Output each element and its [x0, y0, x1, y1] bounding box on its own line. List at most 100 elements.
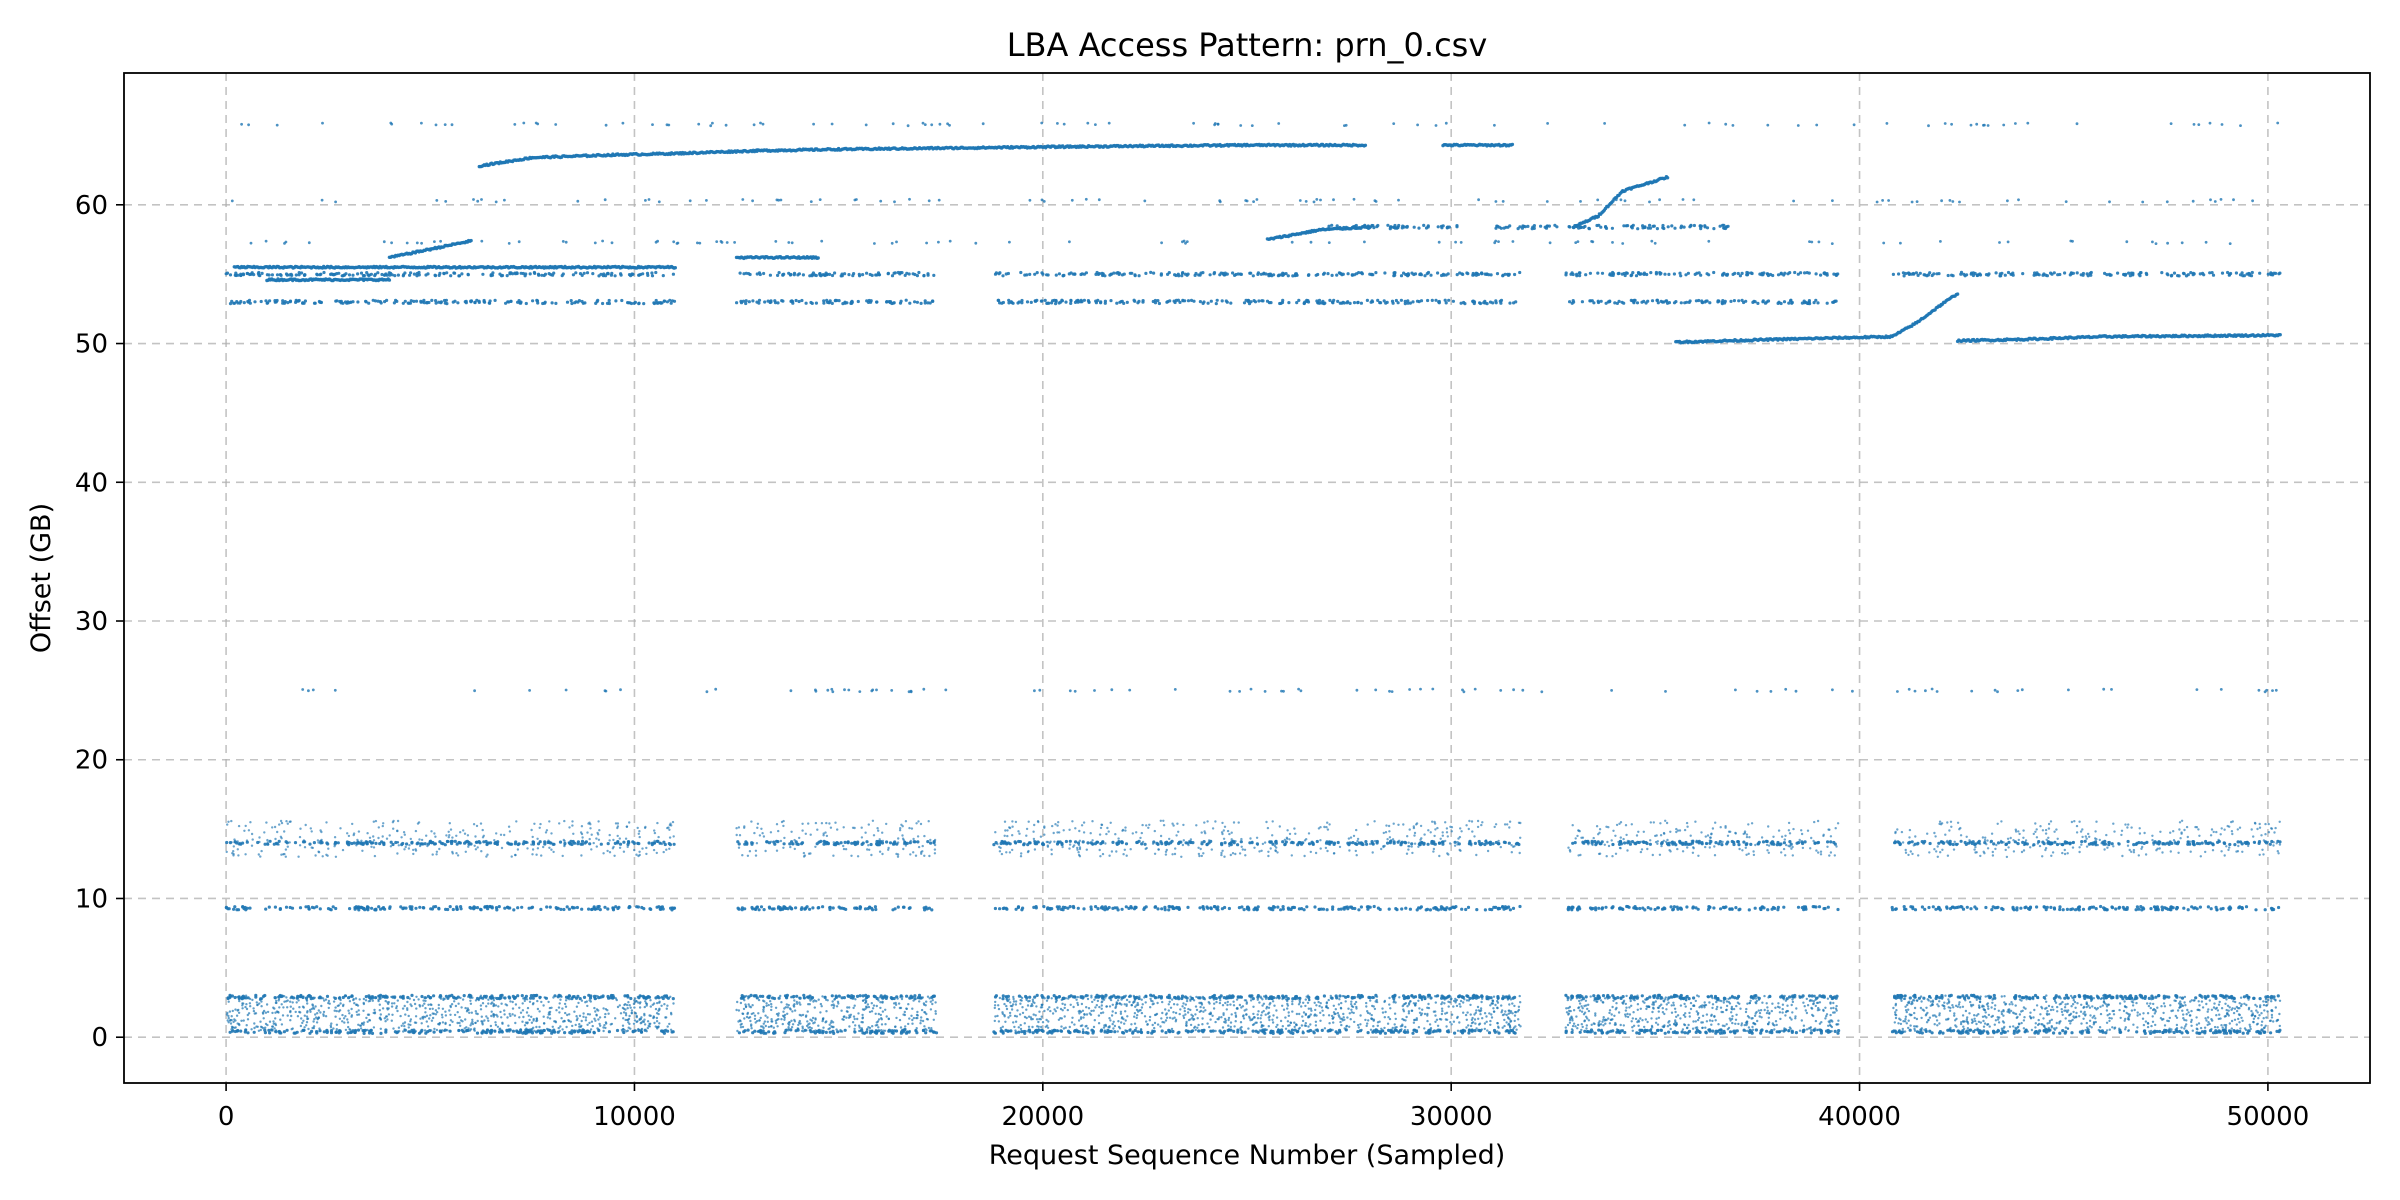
data-point-4763 — [2152, 1002, 2155, 1006]
data-point-137 — [337, 1029, 341, 1033]
data-point-3580 — [1144, 994, 1148, 998]
data-point-4767 — [1970, 1018, 1974, 1021]
data-point-855 — [923, 1011, 926, 1014]
data-point-3134 — [367, 1000, 370, 1003]
data-point-3814 — [1412, 1021, 1416, 1024]
data-point-2871 — [357, 1013, 361, 1016]
data-point-1402 — [1293, 1021, 1296, 1024]
data-point-4660 — [2157, 994, 2161, 998]
data-point-4025 — [1161, 1011, 1164, 1015]
data-point-4968 — [2249, 1025, 2252, 1029]
data-point-1370 — [1503, 1024, 1506, 1028]
data-point-1459 — [1348, 1012, 1352, 1015]
data-point-1132 — [1112, 1027, 1115, 1030]
data-point-3392 — [880, 1017, 883, 1020]
data-point-2776 — [519, 1011, 523, 1014]
data-point-3214 — [866, 994, 870, 999]
data-point-666 — [813, 1031, 818, 1035]
data-point-1012 — [1073, 1029, 1077, 1033]
data-point-2381 — [2047, 1026, 2050, 1030]
data-point-303 — [542, 1004, 545, 1007]
data-point-1769 — [1753, 1014, 1757, 1017]
data-point-2225 — [1960, 1021, 1963, 1024]
data-point-4389 — [1628, 1013, 1632, 1016]
data-point-2897 — [577, 1001, 580, 1005]
data-point-1117 — [1114, 1011, 1118, 1015]
data-point-1879 — [1817, 1006, 1820, 1010]
data-point-2499 — [1905, 1010, 1909, 1014]
data-point-3476 — [1222, 996, 1226, 1000]
data-point-982 — [1218, 1029, 1222, 1033]
data-point-255 — [412, 998, 416, 1002]
data-point-4360 — [1695, 1026, 1699, 1029]
data-point-509 — [326, 1030, 330, 1033]
data-point-494 — [514, 1003, 518, 1006]
data-point-1403 — [1069, 1003, 1072, 1006]
data-point-2102 — [2233, 1030, 2237, 1034]
data-point-3130 — [306, 1011, 309, 1014]
data-point-4260 — [1835, 994, 1839, 998]
data-point-1714 — [1697, 1029, 1701, 1034]
data-point-3135 — [597, 1018, 600, 1021]
data-point-1373 — [1130, 1023, 1133, 1026]
data-point-3908 — [1085, 1013, 1089, 1016]
data-point-3646 — [1112, 994, 1116, 998]
data-point-4491 — [1583, 1020, 1586, 1023]
data-point-1686 — [1809, 1031, 1813, 1035]
data-point-1223 — [1511, 1012, 1514, 1015]
data-point-4967 — [2185, 1019, 2188, 1022]
data-point-2974 — [643, 1023, 647, 1026]
data-point-3072 — [610, 1022, 614, 1026]
data-point-3138 — [336, 1004, 339, 1008]
data-point-3981 — [1236, 1006, 1239, 1010]
data-point-1915 — [1578, 1002, 1582, 1005]
data-point-3362 — [832, 1003, 835, 1006]
data-point-4151 — [1414, 1004, 1417, 1007]
data-point-589 — [449, 1013, 452, 1016]
data-point-2546 — [1908, 1013, 1911, 1016]
data-point-147 — [329, 1031, 334, 1035]
data-point-4548 — [1615, 1002, 1618, 1005]
data-point-4330 — [1802, 1024, 1806, 1027]
data-point-532 — [353, 1002, 356, 1005]
data-point-334 — [332, 1027, 335, 1030]
data-point-4945 — [1949, 995, 1952, 998]
data-point-1164 — [1153, 1021, 1157, 1025]
data-point-2494 — [2111, 1026, 2114, 1029]
data-point-4281 — [1674, 994, 1678, 998]
data-point-2481 — [1897, 1022, 1900, 1025]
data-point-4323 — [1687, 1023, 1690, 1027]
data-point-4327 — [1701, 1021, 1705, 1024]
data-point-1990 — [1592, 1022, 1596, 1025]
data-point-4085 — [1208, 1025, 1211, 1029]
data-point-1453 — [1194, 1013, 1197, 1016]
data-point-4039 — [1241, 1029, 1244, 1033]
data-point-405 — [603, 1015, 607, 1019]
data-point-1303 — [1145, 1020, 1148, 1023]
data-point-1623 — [1359, 1023, 1362, 1026]
data-point-2112 — [2225, 1031, 2229, 1035]
data-point-211 — [387, 1013, 391, 1016]
data-point-2336 — [2169, 1004, 2172, 1007]
data-point-2559 — [529, 994, 534, 998]
data-point-4054 — [1455, 1004, 1459, 1008]
data-point-2149 — [2033, 1031, 2037, 1035]
data-point-3826 — [1174, 995, 1177, 999]
data-point-4559 — [1695, 1010, 1699, 1013]
data-point-2484 — [2207, 1021, 2210, 1024]
data-point-2852 — [597, 1009, 600, 1012]
data-point-3399 — [877, 1012, 880, 1016]
data-point-4486 — [1624, 1009, 1628, 1012]
data-point-4576 — [2276, 994, 2280, 998]
data-point-1673 — [1748, 1030, 1752, 1034]
data-point-3050 — [364, 999, 368, 1002]
data-point-4793 — [2012, 1025, 2015, 1028]
data-point-2849 — [431, 1007, 434, 1010]
data-point-2993 — [543, 996, 546, 999]
data-point-4772 — [2092, 1021, 2096, 1024]
data-point-4371 — [1567, 1012, 1571, 1015]
data-point-2542 — [2199, 1026, 2203, 1030]
data-point-1553 — [1040, 1025, 1043, 1029]
data-point-2971 — [362, 997, 366, 1001]
data-point-3265 — [916, 1014, 919, 1017]
